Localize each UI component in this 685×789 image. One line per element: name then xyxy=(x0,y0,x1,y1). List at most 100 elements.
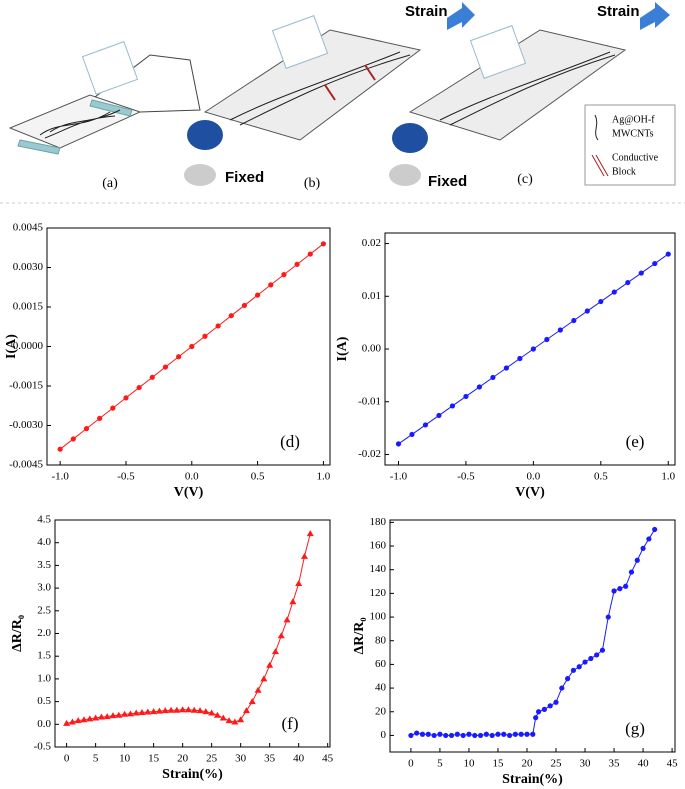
data-point xyxy=(115,711,123,718)
y-tick-label: 0.0 xyxy=(37,718,51,730)
data-point xyxy=(544,336,550,343)
data-point xyxy=(189,343,195,350)
data-point xyxy=(202,333,208,339)
data-point xyxy=(582,659,588,665)
y-tick-label: 3.0 xyxy=(37,582,51,594)
data-point xyxy=(565,676,571,682)
data-point xyxy=(138,708,146,715)
data-point xyxy=(665,251,671,257)
data-point xyxy=(547,703,553,709)
y-tick-label: 0.01 xyxy=(362,290,381,302)
panel-annotation: (g) xyxy=(625,719,645,738)
data-point xyxy=(501,731,507,737)
y-tick-label: 0.5 xyxy=(37,695,51,707)
data-point xyxy=(584,308,590,314)
x-tick-label: 35 xyxy=(609,758,621,770)
data-point xyxy=(136,384,142,391)
data-point xyxy=(179,706,187,713)
data-point xyxy=(63,719,71,726)
data-point xyxy=(652,260,658,267)
data-point xyxy=(260,675,268,682)
data-point xyxy=(495,731,501,737)
mwcnt xyxy=(39,109,121,139)
data-point xyxy=(425,731,431,737)
data-point xyxy=(283,616,291,623)
data-point xyxy=(213,711,221,718)
data-point xyxy=(395,441,402,447)
schematic: Ag@OH-f MWCNTs Conductive Block (a) (b) … xyxy=(8,2,676,191)
data-point xyxy=(443,732,449,739)
data-point xyxy=(408,732,414,739)
y-tick-label: 0.0015 xyxy=(13,301,44,313)
data-point xyxy=(150,708,158,715)
data-point xyxy=(503,365,509,371)
y-tick-label: 120 xyxy=(370,587,387,599)
data-point xyxy=(518,731,524,737)
y-axis-title: I(A) xyxy=(4,334,19,359)
data-point xyxy=(225,717,233,724)
data-line xyxy=(410,529,656,736)
legend-label: Conductive xyxy=(612,152,659,163)
data-point xyxy=(202,708,210,715)
data-point xyxy=(463,393,469,400)
data-point xyxy=(266,661,274,668)
data-point xyxy=(611,588,617,594)
panel-annotation: (e) xyxy=(626,432,645,451)
data-point xyxy=(533,715,539,721)
meter xyxy=(469,25,527,79)
data-point xyxy=(228,313,234,319)
data-point xyxy=(281,272,287,278)
x-tick-label: 30 xyxy=(235,753,247,765)
data-point xyxy=(409,431,415,438)
data-point xyxy=(535,709,542,715)
data-point xyxy=(231,718,239,725)
strain-label: Strain xyxy=(405,3,448,20)
y-tick-label: 80 xyxy=(375,634,387,646)
data-point xyxy=(149,374,155,380)
x-tick-label: 1.0 xyxy=(661,471,675,483)
data-point xyxy=(448,732,455,739)
y-tick-label: 0.00 xyxy=(362,343,382,355)
y-tick-label: -0.01 xyxy=(358,395,381,407)
x-tick-label: 0 xyxy=(64,753,70,765)
data-point xyxy=(634,557,640,563)
data-point xyxy=(294,261,300,267)
fixture xyxy=(389,164,421,186)
y-tick-label: 0.0045 xyxy=(13,222,44,234)
data-point xyxy=(617,586,623,592)
x-tick-label: -1.0 xyxy=(390,471,408,483)
x-tick-label: 30 xyxy=(580,758,592,770)
y-tick-label: 4.5 xyxy=(37,514,51,526)
data-point xyxy=(242,707,250,714)
x-tick-label: 20 xyxy=(521,758,533,770)
mwcnt xyxy=(439,51,616,126)
x-tick-label: 5 xyxy=(437,758,443,770)
data-point xyxy=(422,422,429,428)
x-tick-label: 15 xyxy=(148,753,160,765)
data-point xyxy=(74,717,82,724)
panel-label: (b) xyxy=(304,176,321,191)
legend-mwcnt xyxy=(594,114,599,141)
data-point xyxy=(541,706,547,712)
data-point xyxy=(483,731,489,737)
data-point xyxy=(289,598,297,605)
data-point xyxy=(628,569,635,575)
block xyxy=(324,84,336,101)
legend-label: MWCNTs xyxy=(612,128,654,139)
x-tick-label: 0.5 xyxy=(251,471,265,483)
data-point xyxy=(530,731,536,737)
x-axis-title: V(V) xyxy=(174,485,204,500)
data-point xyxy=(594,652,600,658)
meter xyxy=(81,41,139,95)
y-tick-label: -0.02 xyxy=(358,448,381,460)
legend-label: Block xyxy=(612,166,636,177)
data-point xyxy=(132,709,140,716)
x-tick-label: 0.0 xyxy=(526,471,540,483)
data-point xyxy=(414,730,420,736)
data-point xyxy=(599,647,606,653)
clamp xyxy=(89,99,133,117)
legend-block xyxy=(595,154,609,177)
y-tick-label: 2.5 xyxy=(37,604,51,616)
x-tick-label: 40 xyxy=(638,758,650,770)
fixture xyxy=(184,164,216,186)
